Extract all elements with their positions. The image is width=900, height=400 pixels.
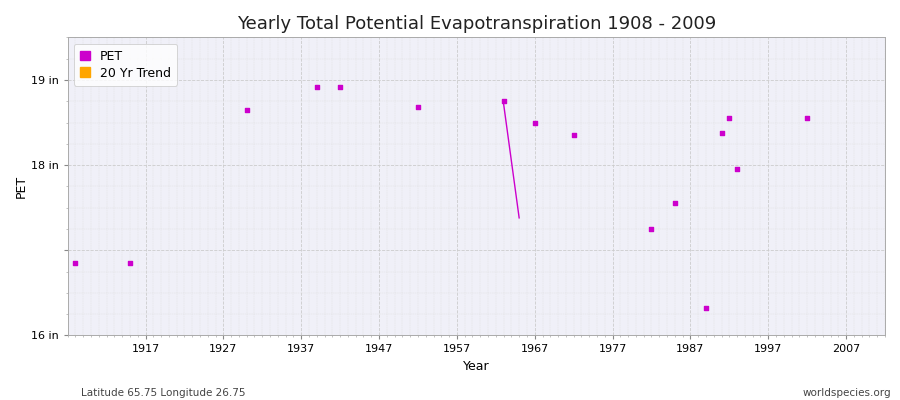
Point [497, 98, 511, 104]
Text: Latitude 65.75 Longitude 26.75: Latitude 65.75 Longitude 26.75 [81, 388, 246, 398]
Point [715, 130, 729, 136]
Point [722, 115, 736, 122]
Point [310, 84, 324, 90]
Point [698, 305, 713, 311]
Point [410, 104, 425, 110]
Point [730, 166, 744, 172]
Point [800, 115, 814, 122]
Point [527, 119, 542, 126]
Point [68, 260, 83, 266]
Y-axis label: PET: PET [15, 175, 28, 198]
Text: worldspecies.org: worldspecies.org [803, 388, 891, 398]
Point [668, 200, 682, 207]
X-axis label: Year: Year [463, 360, 490, 373]
Point [239, 106, 254, 113]
Point [122, 260, 137, 266]
Legend: PET, 20 Yr Trend: PET, 20 Yr Trend [74, 44, 177, 86]
Point [644, 226, 659, 232]
Point [333, 84, 347, 90]
Title: Yearly Total Potential Evapotranspiration 1908 - 2009: Yearly Total Potential Evapotranspiratio… [237, 15, 716, 33]
Point [566, 132, 580, 138]
